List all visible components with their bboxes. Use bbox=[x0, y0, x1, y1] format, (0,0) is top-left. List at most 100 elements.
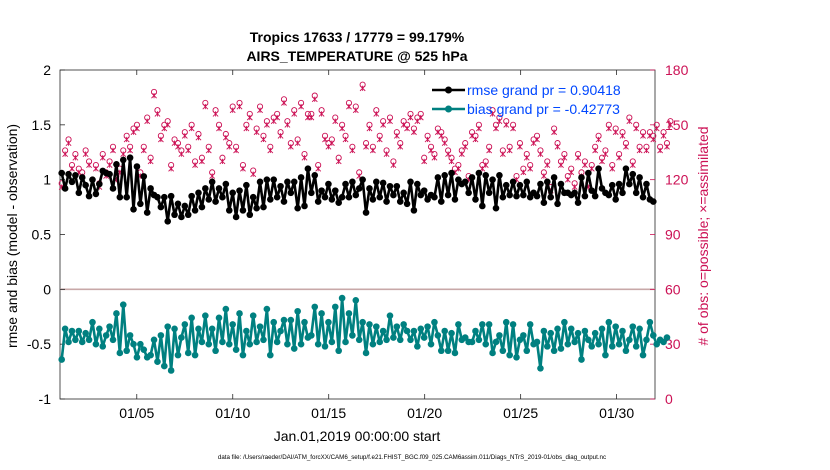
rmse-series-point bbox=[366, 185, 373, 192]
bias-series-point bbox=[451, 349, 459, 357]
bias-series-point bbox=[212, 347, 219, 355]
bias-series-point bbox=[222, 305, 230, 313]
bias-series-point bbox=[564, 340, 572, 348]
rmse-series-point bbox=[390, 191, 397, 199]
obs-assimilated-point bbox=[534, 136, 540, 143]
bias-series-point bbox=[619, 327, 626, 335]
bias-series-point bbox=[571, 338, 578, 346]
rmse-series-point bbox=[188, 192, 195, 200]
chart-subtitle: AIRS_TEMPERATURE @ 525 hPa bbox=[246, 48, 467, 64]
bias-series-point bbox=[308, 332, 315, 339]
rmse-series-point bbox=[359, 176, 366, 183]
obs-assimilated-point bbox=[346, 103, 352, 110]
rmse-series-point bbox=[420, 187, 428, 194]
rmse-series-point bbox=[441, 171, 448, 179]
obs-assimilated-point bbox=[527, 165, 534, 172]
obs-assimilated-point bbox=[387, 118, 393, 125]
rmse-series-point bbox=[297, 174, 305, 181]
rmse-series-point bbox=[164, 218, 172, 225]
obs-assimilated-point bbox=[472, 136, 479, 143]
bias-series-point bbox=[68, 327, 76, 335]
rmse-series-point bbox=[126, 154, 134, 162]
y-tick-label-left: 2 bbox=[43, 62, 51, 78]
bias-series-point bbox=[366, 321, 373, 328]
rmse-series-point bbox=[314, 198, 322, 205]
rmse-series-point bbox=[82, 181, 89, 189]
bias-series-point bbox=[290, 345, 298, 352]
obs-assimilated-point bbox=[339, 125, 346, 132]
rmse-series-point bbox=[431, 193, 438, 201]
obs-assimilated-point bbox=[660, 132, 667, 139]
obs-assimilated-point bbox=[462, 143, 469, 150]
obs-assimilated-point bbox=[212, 110, 219, 117]
rmse-series-point bbox=[140, 173, 148, 180]
legend-label-bias: bias grand pr = -0.42773 bbox=[467, 101, 620, 117]
obs-assimilated-point bbox=[407, 114, 414, 121]
obs-assimilated-point bbox=[69, 165, 75, 172]
obs-assimilated-point bbox=[332, 118, 339, 125]
rmse-series-point bbox=[198, 203, 206, 211]
rmse-series-point bbox=[205, 196, 213, 203]
y-tick-label-right: 120 bbox=[665, 172, 689, 188]
obs-assimilated-point bbox=[298, 103, 304, 110]
rmse-series-point bbox=[239, 207, 247, 214]
bias-series-point bbox=[369, 340, 377, 348]
bias-series-point bbox=[335, 347, 342, 355]
bias-series-point bbox=[567, 325, 575, 333]
bias-series-point bbox=[205, 340, 213, 348]
rmse-series-point bbox=[308, 189, 315, 197]
obs-assimilated-point bbox=[106, 162, 113, 168]
rmse-series-point bbox=[130, 205, 137, 213]
bias-series-point bbox=[311, 303, 319, 311]
bias-series-point bbox=[595, 340, 602, 348]
rmse-series-point bbox=[137, 200, 144, 208]
rmse-series-point bbox=[335, 199, 342, 206]
rmse-series-point bbox=[608, 181, 616, 189]
rmse-series-point bbox=[520, 191, 527, 199]
bias-series-point bbox=[263, 305, 271, 313]
x-tick-label: 01/30 bbox=[599, 405, 634, 421]
obs-assimilated-point bbox=[612, 129, 619, 136]
obs-assimilated-point bbox=[144, 118, 151, 125]
rmse-series-point bbox=[321, 193, 329, 201]
bias-series-point bbox=[140, 346, 148, 353]
bias-series-point bbox=[407, 336, 414, 344]
rmse-series-point bbox=[65, 170, 72, 178]
y-tick-label-right: 60 bbox=[665, 281, 681, 297]
rmse-series-point bbox=[75, 189, 83, 197]
obs-assimilated-point bbox=[267, 147, 274, 154]
rmse-series-point bbox=[400, 189, 407, 197]
obs-assimilated-point bbox=[640, 132, 646, 139]
obs-assimilated-point bbox=[424, 136, 431, 143]
y-tick-label-left: 1.5 bbox=[32, 117, 52, 133]
rmse-series-point bbox=[349, 178, 356, 186]
bias-series-point bbox=[297, 340, 305, 348]
rmse-series-point bbox=[260, 203, 267, 211]
bias-series-point bbox=[236, 310, 243, 317]
bias-series-point bbox=[431, 318, 438, 326]
bias-series-point bbox=[191, 351, 199, 359]
bias-series-point bbox=[246, 340, 254, 348]
obs-assimilated-point bbox=[277, 132, 284, 139]
bias-series-point bbox=[219, 338, 226, 346]
y-tick-label-right: 0 bbox=[665, 391, 673, 407]
obs-assimilated-point bbox=[595, 136, 602, 143]
bias-series-point bbox=[499, 347, 507, 355]
obs-assimilated-point bbox=[181, 132, 188, 139]
y-tick-label-right: 90 bbox=[665, 227, 681, 243]
obs-assimilated-point bbox=[561, 154, 568, 161]
obs-assimilated-point bbox=[404, 125, 411, 132]
obs-assimilated-point bbox=[537, 151, 544, 157]
rmse-series-point bbox=[202, 185, 209, 192]
obs-assimilated-point bbox=[216, 125, 222, 132]
obs-assimilated-point bbox=[609, 165, 616, 172]
bias-series-point bbox=[171, 325, 178, 333]
x-tick-label: 01/10 bbox=[215, 405, 250, 421]
obs-assimilated-point bbox=[544, 162, 551, 168]
chart-title: Tropics 17633 / 17779 = 99.179% bbox=[250, 29, 465, 45]
bias-series-point bbox=[533, 338, 541, 346]
bias-series-point bbox=[492, 338, 500, 346]
bias-series-point bbox=[557, 345, 565, 352]
obs-assimilated-point bbox=[140, 147, 147, 154]
bias-series-point bbox=[376, 338, 384, 346]
